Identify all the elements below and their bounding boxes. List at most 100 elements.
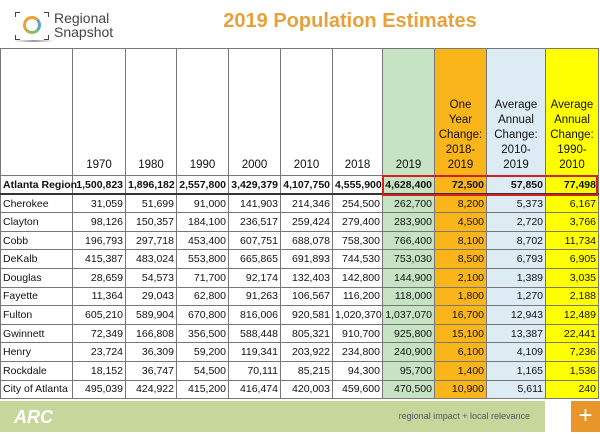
table-cell: 132,403 <box>280 267 333 288</box>
column-header: 1970 <box>72 48 126 176</box>
table-cell: 144,900 <box>382 267 435 288</box>
column-header: 2010 <box>280 48 333 176</box>
table-cell: 10,900 <box>434 379 487 400</box>
table-cell: 91,000 <box>176 193 229 214</box>
table-cell: 36,747 <box>125 360 177 381</box>
table-cell: 1,389 <box>486 267 546 288</box>
table-cell: 279,400 <box>332 212 383 232</box>
table-cell: 240 <box>545 379 599 400</box>
table-row: Douglas 28,659 54,573 71,700 92,174 132,403 14… <box>0 267 599 288</box>
row-label: Fayette <box>0 286 73 307</box>
column-header: One Year Change: 2018-2019 <box>434 48 487 176</box>
table-cell: 6,167 <box>545 193 599 214</box>
table-cell: 753,030 <box>382 249 435 269</box>
table-cell: 910,700 <box>332 323 383 344</box>
table-cell: 2,100 <box>434 267 487 288</box>
table-cell: 72,349 <box>72 323 126 344</box>
plus-icon[interactable]: + <box>571 401 600 432</box>
table-cell: 420,003 <box>280 379 333 400</box>
table-cell: 297,718 <box>125 230 177 251</box>
table-cell: 8,100 <box>434 230 487 251</box>
row-label: Douglas <box>0 267 73 288</box>
table-cell: 925,800 <box>382 323 435 344</box>
table-cell: 6,905 <box>545 249 599 269</box>
table-cell: 2,557,800 <box>176 175 229 196</box>
table-cell: 356,500 <box>176 323 229 344</box>
table-cell: 483,024 <box>125 249 177 269</box>
table-cell: 203,922 <box>280 342 333 362</box>
column-header: Average Annual Change: 2010-2019 <box>486 48 546 176</box>
table-row: Gwinnett 72,349 166,808 356,500 588,448 805,3… <box>0 323 599 344</box>
row-label: Cherokee <box>0 193 73 214</box>
table-cell: 553,800 <box>176 249 229 269</box>
row-label: Rockdale <box>0 360 73 381</box>
row-label: DeKalb <box>0 249 73 269</box>
table-cell: 22,441 <box>545 323 599 344</box>
table-cell: 607,751 <box>228 230 281 251</box>
table-row: Clayton 98,126 150,357 184,100 236,517 259,42… <box>0 212 599 232</box>
table-cell: 116,200 <box>332 286 383 307</box>
row-label: Gwinnett <box>0 323 73 344</box>
table-cell: 15,100 <box>434 323 487 344</box>
table-cell: 94,300 <box>332 360 383 381</box>
table-cell: 119,341 <box>228 342 281 362</box>
table-cell: 7,236 <box>545 342 599 362</box>
logo-underline <box>14 40 54 42</box>
table-cell: 51,699 <box>125 193 177 214</box>
table-cell: 1,165 <box>486 360 546 381</box>
table-cell: 118,000 <box>382 286 435 307</box>
table-cell: 54,500 <box>176 360 229 381</box>
table-cell: 184,100 <box>176 212 229 232</box>
table-row: Cherokee 31,059 51,699 91,000 141,903 214,346… <box>0 193 599 214</box>
table-cell: 4,109 <box>486 342 546 362</box>
page-title: 2019 Population Estimates <box>223 10 477 32</box>
table-cell: 98,126 <box>72 212 126 232</box>
table-cell: 920,581 <box>280 305 333 325</box>
column-header: 2018 <box>332 48 383 176</box>
table-cell: 5,611 <box>486 379 546 400</box>
table-cell: 8,702 <box>486 230 546 251</box>
table-cell: 1,020,370 <box>332 305 383 325</box>
table-cell: 141,903 <box>228 193 281 214</box>
column-header: 1980 <box>125 48 177 176</box>
table-cell: 453,400 <box>176 230 229 251</box>
table-cell: 4,107,750 <box>280 175 333 196</box>
table-cell: 8,200 <box>434 193 487 214</box>
header-row: 1970 1980 1990 2000 2010 2018 2019 One Year Cha… <box>0 48 599 176</box>
table-cell: 28,659 <box>72 267 126 288</box>
regional-snapshot-logo: Regional Snapshot <box>12 7 113 43</box>
table-cell: 8,500 <box>434 249 487 269</box>
table-cell: 59,200 <box>176 342 229 362</box>
row-label: Clayton <box>0 212 73 232</box>
table-cell: 85,215 <box>280 360 333 381</box>
table-cell: 31,059 <box>72 193 126 214</box>
arc-logo: ARC <box>14 407 53 427</box>
table-cell: 4,628,400 <box>382 175 435 196</box>
table-row: Henry 23,724 36,309 59,200 119,341 203,922 234… <box>0 342 599 362</box>
table-cell: 18,152 <box>72 360 126 381</box>
table-cell: 36,309 <box>125 342 177 362</box>
table-cell: 95,700 <box>382 360 435 381</box>
table-cell: 16,700 <box>434 305 487 325</box>
table-cell: 470,500 <box>382 379 435 400</box>
table-cell: 23,724 <box>72 342 126 362</box>
table-cell: 240,900 <box>382 342 435 362</box>
table-cell: 1,270 <box>486 286 546 307</box>
table-cell: 816,006 <box>228 305 281 325</box>
table-cell: 5,373 <box>486 193 546 214</box>
table-cell: 234,800 <box>332 342 383 362</box>
logo-line2: Snapshot <box>54 24 114 40</box>
table-cell: 166,808 <box>125 323 177 344</box>
table-row: Fayette 11,364 29,043 62,800 91,263 106,567 11… <box>0 286 599 307</box>
table-cell: 416,474 <box>228 379 281 400</box>
table-cell: 1,800 <box>434 286 487 307</box>
column-header: Average Annual Change: 1990-2010 <box>545 48 599 176</box>
table-cell: 54,573 <box>125 267 177 288</box>
table-row: City of Atlanta 495,039 424,922 415,200 416,… <box>0 379 599 400</box>
row-label: Fulton <box>0 305 73 325</box>
table-cell: 150,357 <box>125 212 177 232</box>
table-cell: 1,037,070 <box>382 305 435 325</box>
table-cell: 13,387 <box>486 323 546 344</box>
table-cell: 106,567 <box>280 286 333 307</box>
table-cell: 495,039 <box>72 379 126 400</box>
